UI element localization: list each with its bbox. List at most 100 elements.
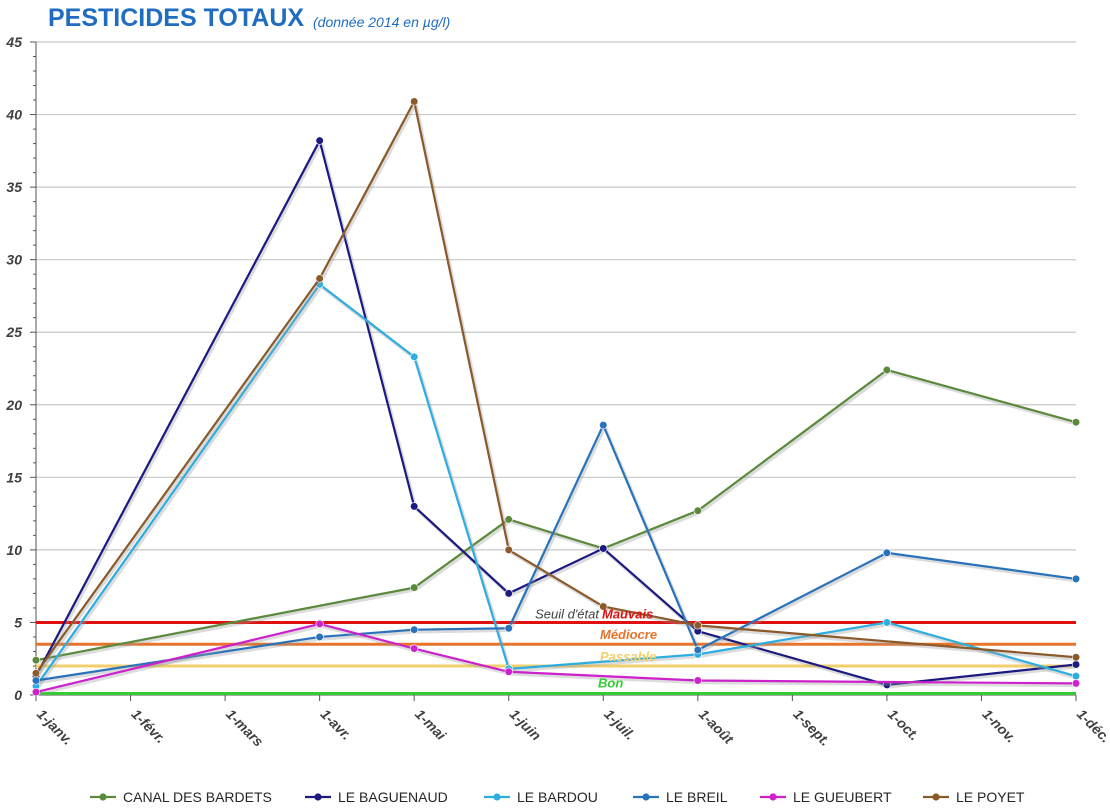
data-point: [410, 352, 419, 361]
legend-item: LE BAGUENAUD: [305, 789, 448, 805]
y-tick-label: 5: [14, 614, 22, 630]
y-tick-label: 40: [5, 107, 22, 123]
data-point: [410, 97, 419, 106]
legend-item: LE GUEUBERT: [760, 789, 892, 805]
legend-swatch-marker: [932, 793, 940, 801]
data-point: [410, 644, 419, 653]
threshold-caption: Seuil d'état: [535, 606, 600, 621]
data-series: [31, 97, 1081, 697]
x-tick-label: 1-janv.: [34, 706, 76, 748]
legend-swatch-marker: [769, 793, 777, 801]
data-point: [882, 548, 892, 557]
data-point: [693, 645, 702, 655]
data-point: [504, 515, 513, 524]
legend-label: LE BARDOU: [517, 789, 598, 805]
data-point: [693, 506, 702, 515]
y-tick-label: 10: [6, 542, 22, 558]
y-tick-label: 45: [5, 34, 22, 50]
x-tick-label: 1-déc.: [1074, 706, 1110, 746]
legend-swatch-marker: [642, 793, 650, 801]
legend-item: LE BARDOU: [484, 789, 598, 805]
legend-swatch-marker: [99, 793, 107, 801]
threshold-label: Passable: [600, 649, 656, 664]
data-point: [693, 676, 702, 685]
threshold-label: Médiocre: [600, 627, 657, 642]
series-shadow: [36, 98, 1078, 677]
x-tick-label: 1-juin: [507, 706, 545, 744]
data-point: [31, 669, 41, 678]
y-tick-label: 20: [5, 397, 22, 413]
data-point: [31, 656, 41, 665]
y-axis: 0 5 10 15 20 25 30 35 40 45: [5, 34, 37, 703]
data-point: [599, 420, 608, 430]
legend-label: CANAL DES BARDETS: [123, 789, 272, 805]
data-point: [31, 687, 41, 697]
legend-swatch-marker: [493, 793, 501, 801]
threshold-label: Mauvais: [602, 606, 653, 621]
data-point: [599, 544, 608, 553]
x-tick-label: 1-août: [696, 706, 738, 748]
legend-label: LE GUEUBERT: [793, 789, 892, 805]
data-point: [315, 619, 324, 628]
data-point: [1071, 679, 1081, 688]
series-shadow: [36, 283, 1078, 690]
data-point: [504, 589, 513, 598]
data-point: [1071, 672, 1081, 681]
x-tick-label: 1-juil.: [601, 706, 638, 743]
data-point: [504, 624, 513, 633]
series-line: [35, 283, 1077, 687]
series-line: [35, 622, 1077, 694]
chart-title: PESTICIDES TOTAUX: [48, 4, 304, 32]
series-line: [35, 139, 1077, 686]
y-tick-label: 25: [5, 324, 22, 340]
data-point: [1071, 574, 1081, 584]
grid-lines: [36, 41, 1076, 624]
x-axis: 1-janv. 1-févr. 1-mars 1-avr. 1-mai 1-juin 1-j…: [34, 694, 1110, 750]
data-point: [504, 667, 513, 676]
legend-item: CANAL DES BARDETS: [90, 789, 272, 805]
series-group: [31, 280, 1081, 691]
data-point: [410, 625, 419, 634]
x-tick-label: 1-avr.: [318, 706, 355, 743]
series-shadow: [37, 422, 1078, 685]
data-point: [315, 632, 324, 642]
legend-label: LE POYET: [956, 789, 1025, 805]
data-point: [693, 621, 702, 630]
x-tick-label: 1-mars: [223, 706, 267, 750]
x-tick-label: 1-nov.: [979, 706, 1019, 746]
data-point: [410, 583, 419, 592]
data-point: [315, 136, 324, 145]
series-group: [31, 136, 1081, 689]
series-line: [35, 423, 1077, 682]
data-point: [1071, 418, 1081, 427]
threshold-labels: Mauvais Médiocre Passable Bon Seuil d'état: [535, 606, 657, 690]
x-tick-label: 1-févr.: [128, 706, 168, 746]
data-point: [1071, 660, 1081, 669]
series-group: [31, 420, 1081, 685]
y-tick-label: 0: [14, 687, 22, 703]
legend-label: LE BREIL: [666, 789, 728, 805]
y-tick-label: 30: [6, 252, 22, 268]
threshold-label: Bon: [598, 676, 623, 691]
data-point: [31, 676, 41, 685]
series-shadow: [37, 624, 1078, 696]
data-point: [315, 274, 324, 283]
y-tick-label: 35: [6, 179, 22, 195]
series-group: [31, 619, 1081, 697]
data-point: [1071, 653, 1081, 662]
series-shadow: [35, 137, 1078, 689]
x-tick-label: 1-oct.: [885, 706, 923, 744]
data-point: [504, 545, 513, 554]
legend-label: LE BAGUENAUD: [338, 789, 448, 805]
x-tick-label: 1-mai: [412, 706, 450, 744]
data-point: [882, 365, 892, 375]
legend-swatch-marker: [314, 793, 322, 801]
legend-item: LE BREIL: [633, 789, 728, 805]
legend-item: LE POYET: [923, 789, 1025, 805]
y-tick-label: 15: [6, 469, 22, 485]
legend: CANAL DES BARDETS LE BAGUENAUD LE BARDOU LE…: [90, 789, 1025, 805]
x-tick-label: 1-sept.: [790, 706, 833, 749]
chart-subtitle: (donnée 2014 en µg/l): [313, 14, 450, 30]
data-point: [410, 502, 419, 511]
